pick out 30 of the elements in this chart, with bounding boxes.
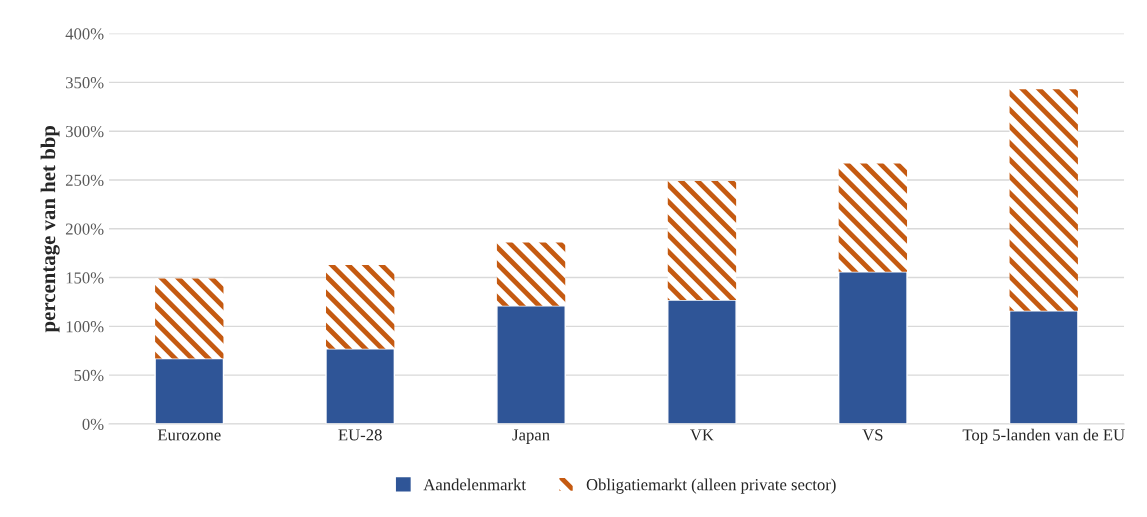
bar bbox=[667, 299, 737, 424]
bar bbox=[326, 264, 395, 349]
y-tick-label: 300% bbox=[66, 125, 104, 138]
x-tick-label: EU-28 bbox=[338, 429, 382, 441]
y-tick-label: 250% bbox=[65, 174, 104, 186]
y-tick-label: 350% bbox=[66, 77, 104, 89]
y-axis-title: percentage van het bbp bbox=[40, 125, 60, 333]
y-tick-label: 200% bbox=[65, 223, 104, 235]
x-tick-label: Eurozone bbox=[157, 429, 221, 441]
bar bbox=[837, 271, 908, 424]
y-tick-label: 400% bbox=[65, 28, 104, 40]
bar bbox=[1009, 89, 1078, 311]
bar bbox=[496, 242, 566, 306]
bar bbox=[154, 357, 225, 424]
y-tick-label: 100% bbox=[66, 321, 104, 333]
y-tick-label: 150% bbox=[66, 272, 104, 284]
bar bbox=[496, 305, 566, 424]
bar bbox=[838, 163, 908, 272]
x-tick-label: Japan bbox=[512, 429, 550, 444]
bar bbox=[155, 278, 224, 359]
bar bbox=[1008, 310, 1079, 424]
x-tick-label: VK bbox=[690, 429, 714, 441]
bar bbox=[325, 348, 396, 424]
y-tick-label: 50% bbox=[74, 369, 104, 382]
x-tick-label: VS bbox=[862, 429, 883, 441]
x-tick-label: Top 5-landen van de EU bbox=[962, 428, 1125, 444]
legend-label: Aandelenmarkt bbox=[423, 478, 526, 491]
y-tick-label: 0% bbox=[82, 418, 104, 430]
bar bbox=[667, 180, 737, 301]
legend-label: Obligatiemarkt (alleen private sector) bbox=[586, 478, 836, 494]
